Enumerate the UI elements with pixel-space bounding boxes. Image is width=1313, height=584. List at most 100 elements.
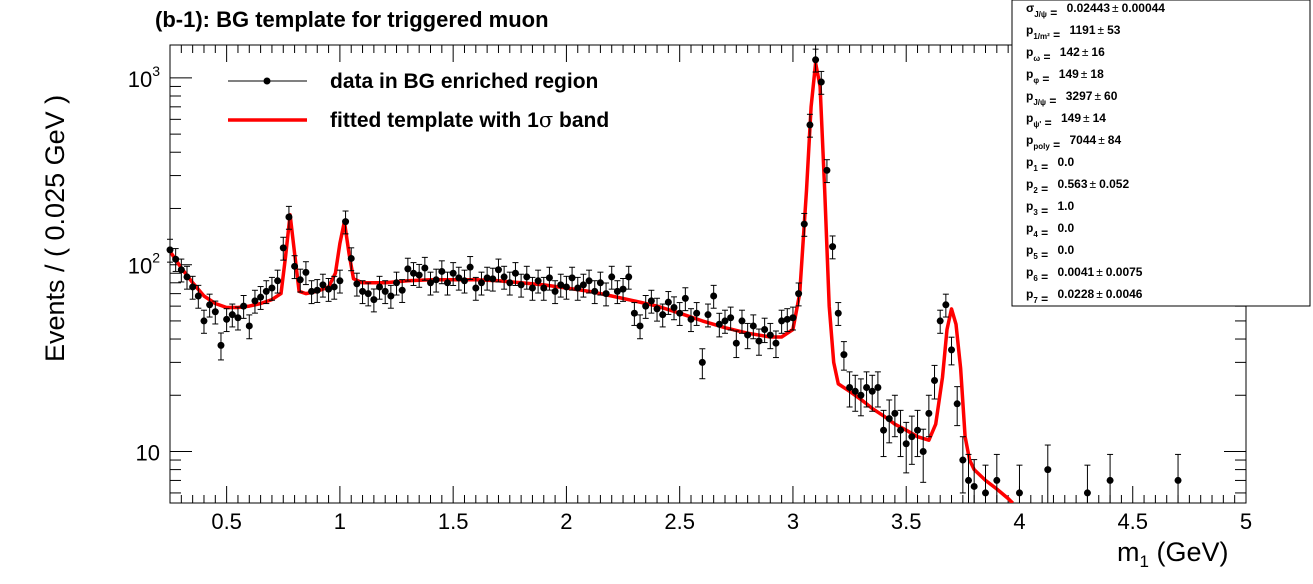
fit-param-row: p5 = 0.0 bbox=[1026, 243, 1074, 262]
data-marker bbox=[693, 309, 701, 317]
fit-param-pm: ± bbox=[1094, 89, 1101, 103]
data-point bbox=[274, 269, 282, 294]
data-marker bbox=[211, 308, 219, 316]
data-marker bbox=[710, 292, 718, 300]
data-point bbox=[359, 280, 367, 305]
fit-param-row: p6 = 0.0041 ±0.0075 bbox=[1026, 265, 1143, 284]
data-marker bbox=[466, 263, 474, 271]
x-tick-label: 4.5 bbox=[1117, 509, 1148, 534]
data-marker bbox=[347, 254, 355, 262]
fit-param-symbol: p bbox=[1026, 45, 1033, 59]
fit-param-row: p4 = 0.0 bbox=[1026, 221, 1074, 240]
data-marker bbox=[296, 276, 304, 284]
data-marker bbox=[472, 284, 480, 292]
y-tick-exponent: 3 bbox=[152, 63, 160, 79]
data-point bbox=[851, 374, 859, 412]
data-point bbox=[376, 275, 384, 300]
data-point bbox=[749, 314, 757, 340]
data-marker bbox=[240, 302, 248, 310]
data-point bbox=[608, 265, 616, 290]
data-point bbox=[234, 306, 242, 331]
data-marker bbox=[404, 265, 412, 273]
fit-param-symbol: p bbox=[1026, 221, 1033, 235]
data-marker bbox=[268, 284, 276, 292]
data-marker bbox=[817, 78, 825, 86]
data-marker bbox=[257, 293, 265, 301]
data-point bbox=[217, 332, 225, 361]
data-point bbox=[460, 269, 468, 294]
x-tick-label: 0.5 bbox=[211, 509, 242, 534]
data-point bbox=[415, 263, 423, 288]
fit-param-pm: ± bbox=[1112, 1, 1119, 15]
data-point bbox=[732, 330, 740, 359]
fit-param-value: 0.563 bbox=[1057, 177, 1087, 191]
data-point bbox=[585, 269, 593, 294]
legend-label-fit-suffix: band bbox=[553, 109, 609, 132]
data-marker bbox=[172, 255, 180, 263]
data-marker bbox=[885, 415, 893, 423]
data-point bbox=[591, 280, 599, 305]
x-axis-label: m1 (GeV) bbox=[1117, 537, 1228, 571]
legend: data in BG enriched region fitted templa… bbox=[228, 70, 609, 132]
data-marker bbox=[778, 317, 786, 325]
x-tick-label: 4 bbox=[1013, 509, 1025, 534]
data-marker bbox=[970, 482, 978, 490]
data-point bbox=[557, 273, 565, 298]
fit-param-value: 149 bbox=[1059, 67, 1079, 81]
data-point bbox=[177, 258, 185, 283]
data-marker bbox=[919, 447, 927, 455]
data-point bbox=[1106, 453, 1114, 504]
data-marker bbox=[285, 213, 293, 221]
fit-param-symbol: p bbox=[1026, 89, 1033, 103]
data-marker bbox=[308, 287, 316, 295]
data-point bbox=[342, 210, 350, 235]
fit-param-value: 1191 bbox=[1069, 23, 1095, 37]
data-point bbox=[200, 309, 208, 334]
data-point bbox=[336, 269, 344, 294]
fit-param-pm: ± bbox=[1082, 45, 1089, 59]
fit-param-pm: ± bbox=[1083, 111, 1090, 125]
legend-label-fit-main: fitted template with 1 bbox=[330, 109, 539, 132]
data-point bbox=[908, 415, 916, 465]
data-marker bbox=[1083, 489, 1091, 497]
fit-param-eq: = bbox=[1038, 160, 1052, 174]
data-marker bbox=[851, 387, 859, 395]
data-marker bbox=[783, 315, 791, 323]
data-marker bbox=[376, 283, 384, 291]
data-marker bbox=[880, 426, 888, 434]
data-point bbox=[285, 205, 293, 230]
data-marker bbox=[183, 273, 191, 281]
data-marker bbox=[721, 317, 729, 325]
data-point bbox=[268, 276, 276, 301]
fit-param-row: pJ/ψ = 3297 ±60 bbox=[1026, 89, 1118, 108]
fit-param-row: pω = 142 ±16 bbox=[1026, 45, 1105, 64]
data-point bbox=[562, 275, 570, 300]
data-marker bbox=[738, 317, 746, 325]
data-marker bbox=[981, 489, 989, 497]
data-point bbox=[472, 276, 480, 301]
data-point bbox=[296, 268, 304, 293]
data-point bbox=[829, 235, 837, 260]
fit-param-symbol: p bbox=[1026, 177, 1033, 191]
x-axis-label-unit: (GeV) bbox=[1149, 537, 1229, 567]
fit-param-value: 0.02443 bbox=[1067, 1, 1111, 15]
fit-param-subscript: ψ' bbox=[1033, 120, 1041, 129]
data-marker bbox=[319, 281, 327, 289]
data-point bbox=[800, 212, 808, 237]
fit-param-symbol: p bbox=[1026, 133, 1033, 147]
data-point bbox=[647, 289, 655, 314]
data-point bbox=[840, 341, 848, 371]
data-marker bbox=[562, 283, 570, 291]
data-point bbox=[540, 276, 548, 301]
data-marker bbox=[410, 269, 418, 277]
data-point bbox=[511, 262, 519, 286]
data-point bbox=[965, 453, 973, 504]
data-marker bbox=[279, 244, 287, 252]
data-marker bbox=[387, 292, 395, 300]
fit-param-eq: = bbox=[1047, 6, 1061, 20]
data-point bbox=[993, 453, 1001, 504]
x-tick-label: 1 bbox=[334, 509, 346, 534]
y-tick-base: 10 bbox=[128, 254, 152, 279]
data-marker bbox=[1174, 476, 1182, 484]
data-marker bbox=[443, 279, 451, 287]
